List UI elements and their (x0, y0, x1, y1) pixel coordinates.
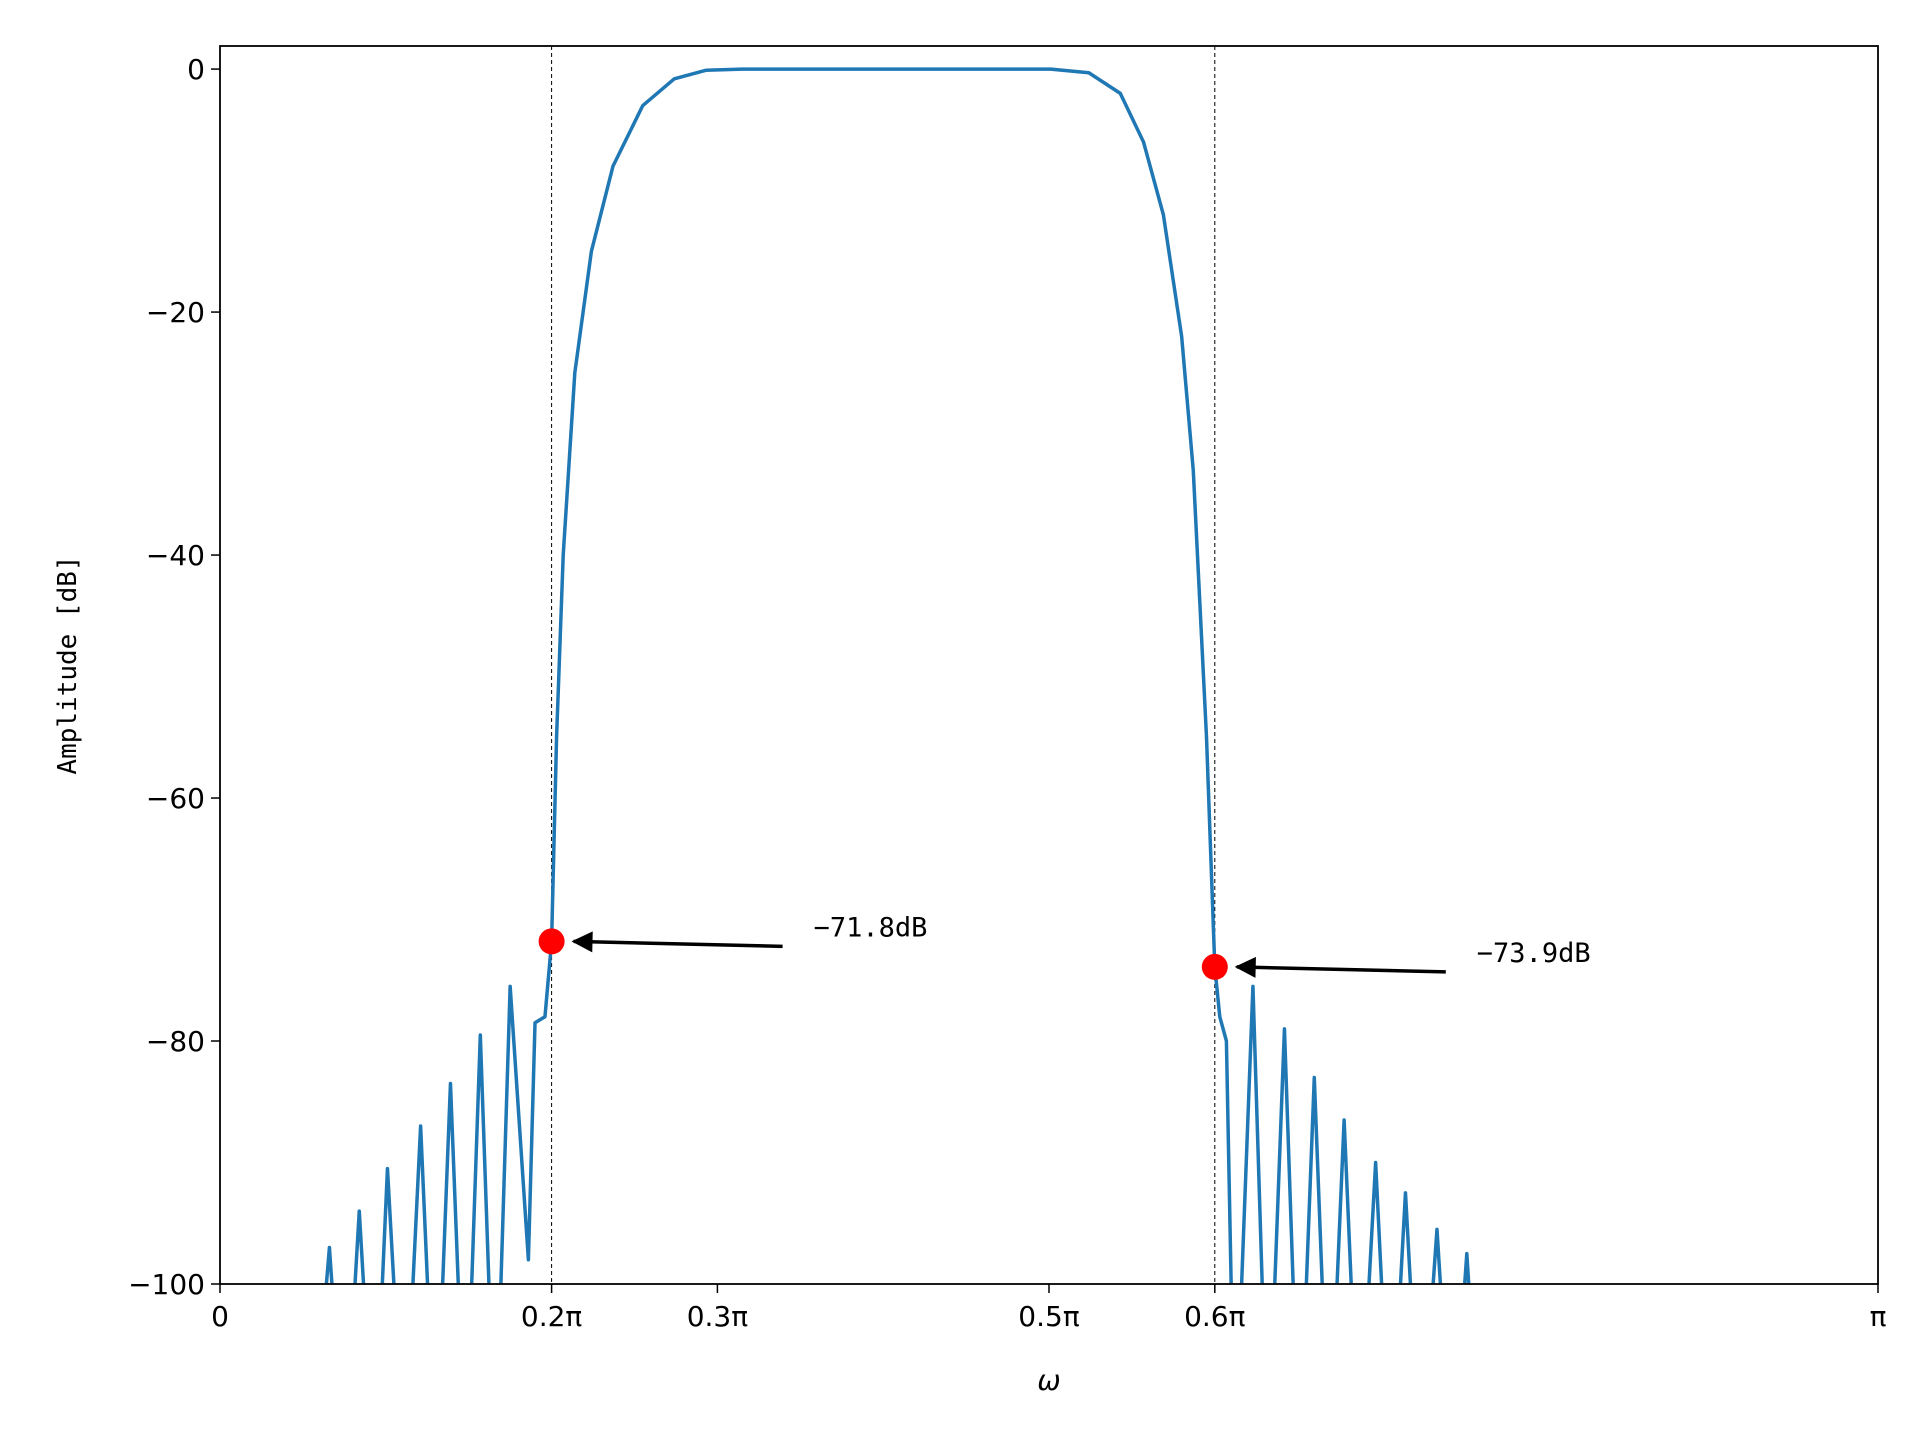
marker-point (538, 928, 565, 955)
x-tick-label: 0.6π (1184, 1300, 1246, 1333)
y-tick-label: −80 (146, 1025, 205, 1058)
x-tick-label: 0.5π (1018, 1300, 1080, 1333)
x-tick-label: 0.3π (687, 1300, 749, 1333)
annotation-label: −73.9dB (1477, 938, 1591, 969)
annotation-arrow (1234, 956, 1446, 978)
y-tick-label: 0 (187, 53, 205, 86)
y-tick-label: −60 (146, 782, 205, 815)
y-tick-label: −40 (146, 539, 205, 572)
y-tick-label: −100 (128, 1268, 205, 1301)
annotation-arrow (571, 931, 783, 953)
y-axis-label: Amplitude [dB] (53, 555, 83, 774)
x-tick-label: 0.2π (521, 1300, 583, 1333)
plot-area (324, 67, 1497, 1284)
y-tick-label: −20 (146, 296, 205, 329)
marker-point (1201, 953, 1228, 980)
x-tick-label: 0 (211, 1300, 229, 1333)
x-tick-label: π (1870, 1300, 1887, 1333)
amplitude-line (324, 67, 1497, 1284)
plot-frame (219, 45, 1879, 1285)
x-axis-label: ω (1037, 1364, 1060, 1397)
annotation-label: −71.8dB (814, 912, 928, 943)
